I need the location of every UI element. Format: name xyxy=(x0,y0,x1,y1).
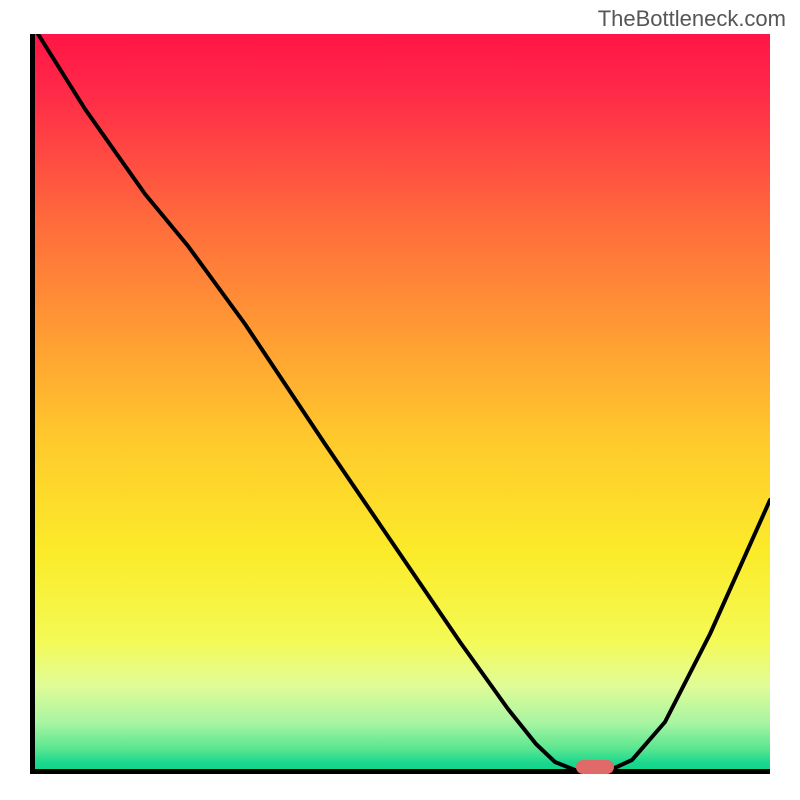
watermark-text: TheBottleneck.com xyxy=(598,6,786,32)
chart xyxy=(30,34,770,774)
curve-line xyxy=(30,34,770,774)
y-axis xyxy=(30,34,35,774)
x-axis xyxy=(30,769,770,774)
optimum-marker xyxy=(576,760,614,774)
